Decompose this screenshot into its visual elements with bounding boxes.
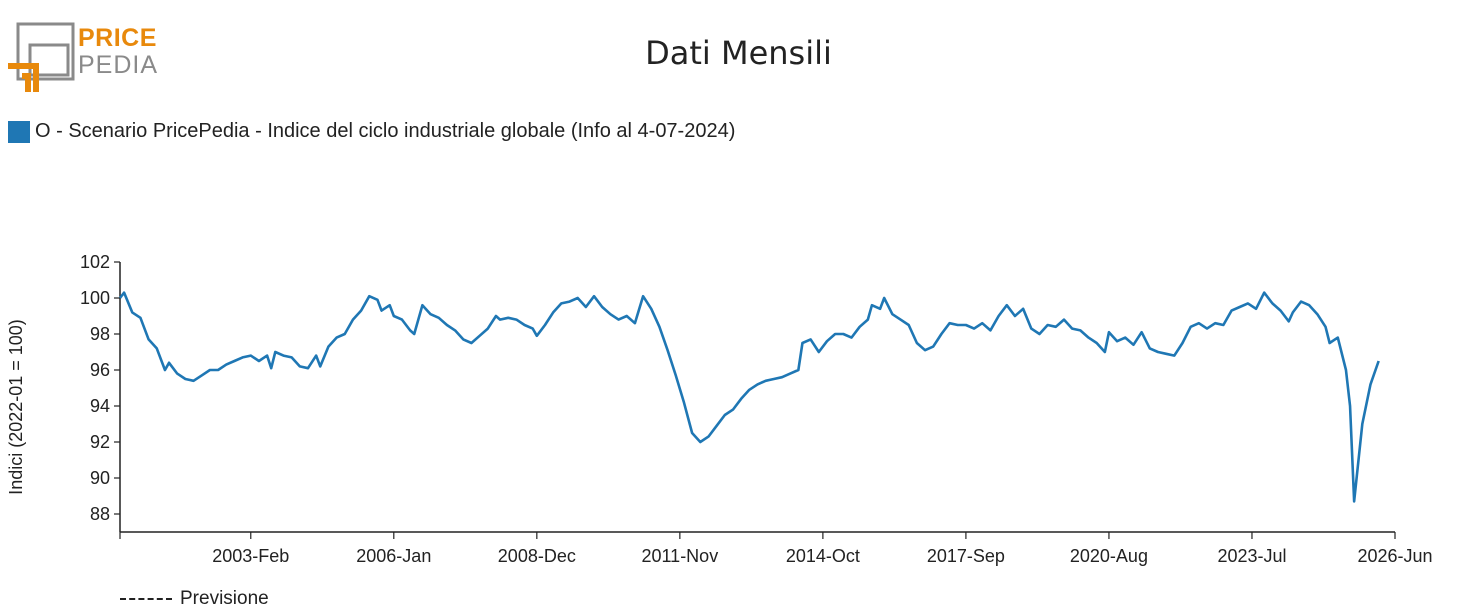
x-tick-label: 2011-Nov [641,546,718,566]
y-tick-label: 96 [90,360,110,380]
x-tick-label: 2014-Oct [786,546,860,566]
y-tick-label: 98 [90,324,110,344]
x-tick-label: 2003-Feb [212,546,289,566]
series-layer [118,291,1380,503]
y-tick-label: 102 [80,252,110,272]
x-tick-label: 2008-Dec [498,546,576,566]
legend-label: O - Scenario PricePedia - Indice del cic… [35,120,736,142]
x-tick-label: 2017-Sep [927,546,1005,566]
logo-word-pedia: PEDIA [78,51,159,79]
y-tick-label: 92 [90,432,110,452]
legend-swatch [8,120,30,143]
chart-axes: 88 90 92 94 96 98 100 102 2003-Feb 2006-Jan 2008-D… [80,252,1433,566]
dashed-line-icon [120,598,172,600]
x-tick-label: 2026-Jun [1357,546,1432,566]
x-tick-label: 2006-Jan [356,546,431,566]
logo-word-price: PRICE [78,24,157,52]
pricepedia-logo: PRICE PEDIA [8,22,168,94]
logo-mark-icon [8,22,75,92]
y-tick-label: 94 [90,396,110,416]
y-tick-label: 88 [90,504,110,524]
y-axis-title: Indici (2022-01 = 100) [6,319,26,495]
x-tick-label: 2020-Aug [1070,546,1148,566]
y-tick-label: 100 [80,288,110,308]
legend[interactable]: O - Scenario PricePedia - Indice del cic… [8,120,735,143]
chart-title: Dati Mensili [645,34,832,72]
series-line [118,291,1380,503]
y-tick-label: 90 [90,468,110,488]
x-tick-label: 2023-Jul [1217,546,1286,566]
forecast-legend-label: Previsione [180,588,269,609]
forecast-legend: Previsione [120,588,269,610]
